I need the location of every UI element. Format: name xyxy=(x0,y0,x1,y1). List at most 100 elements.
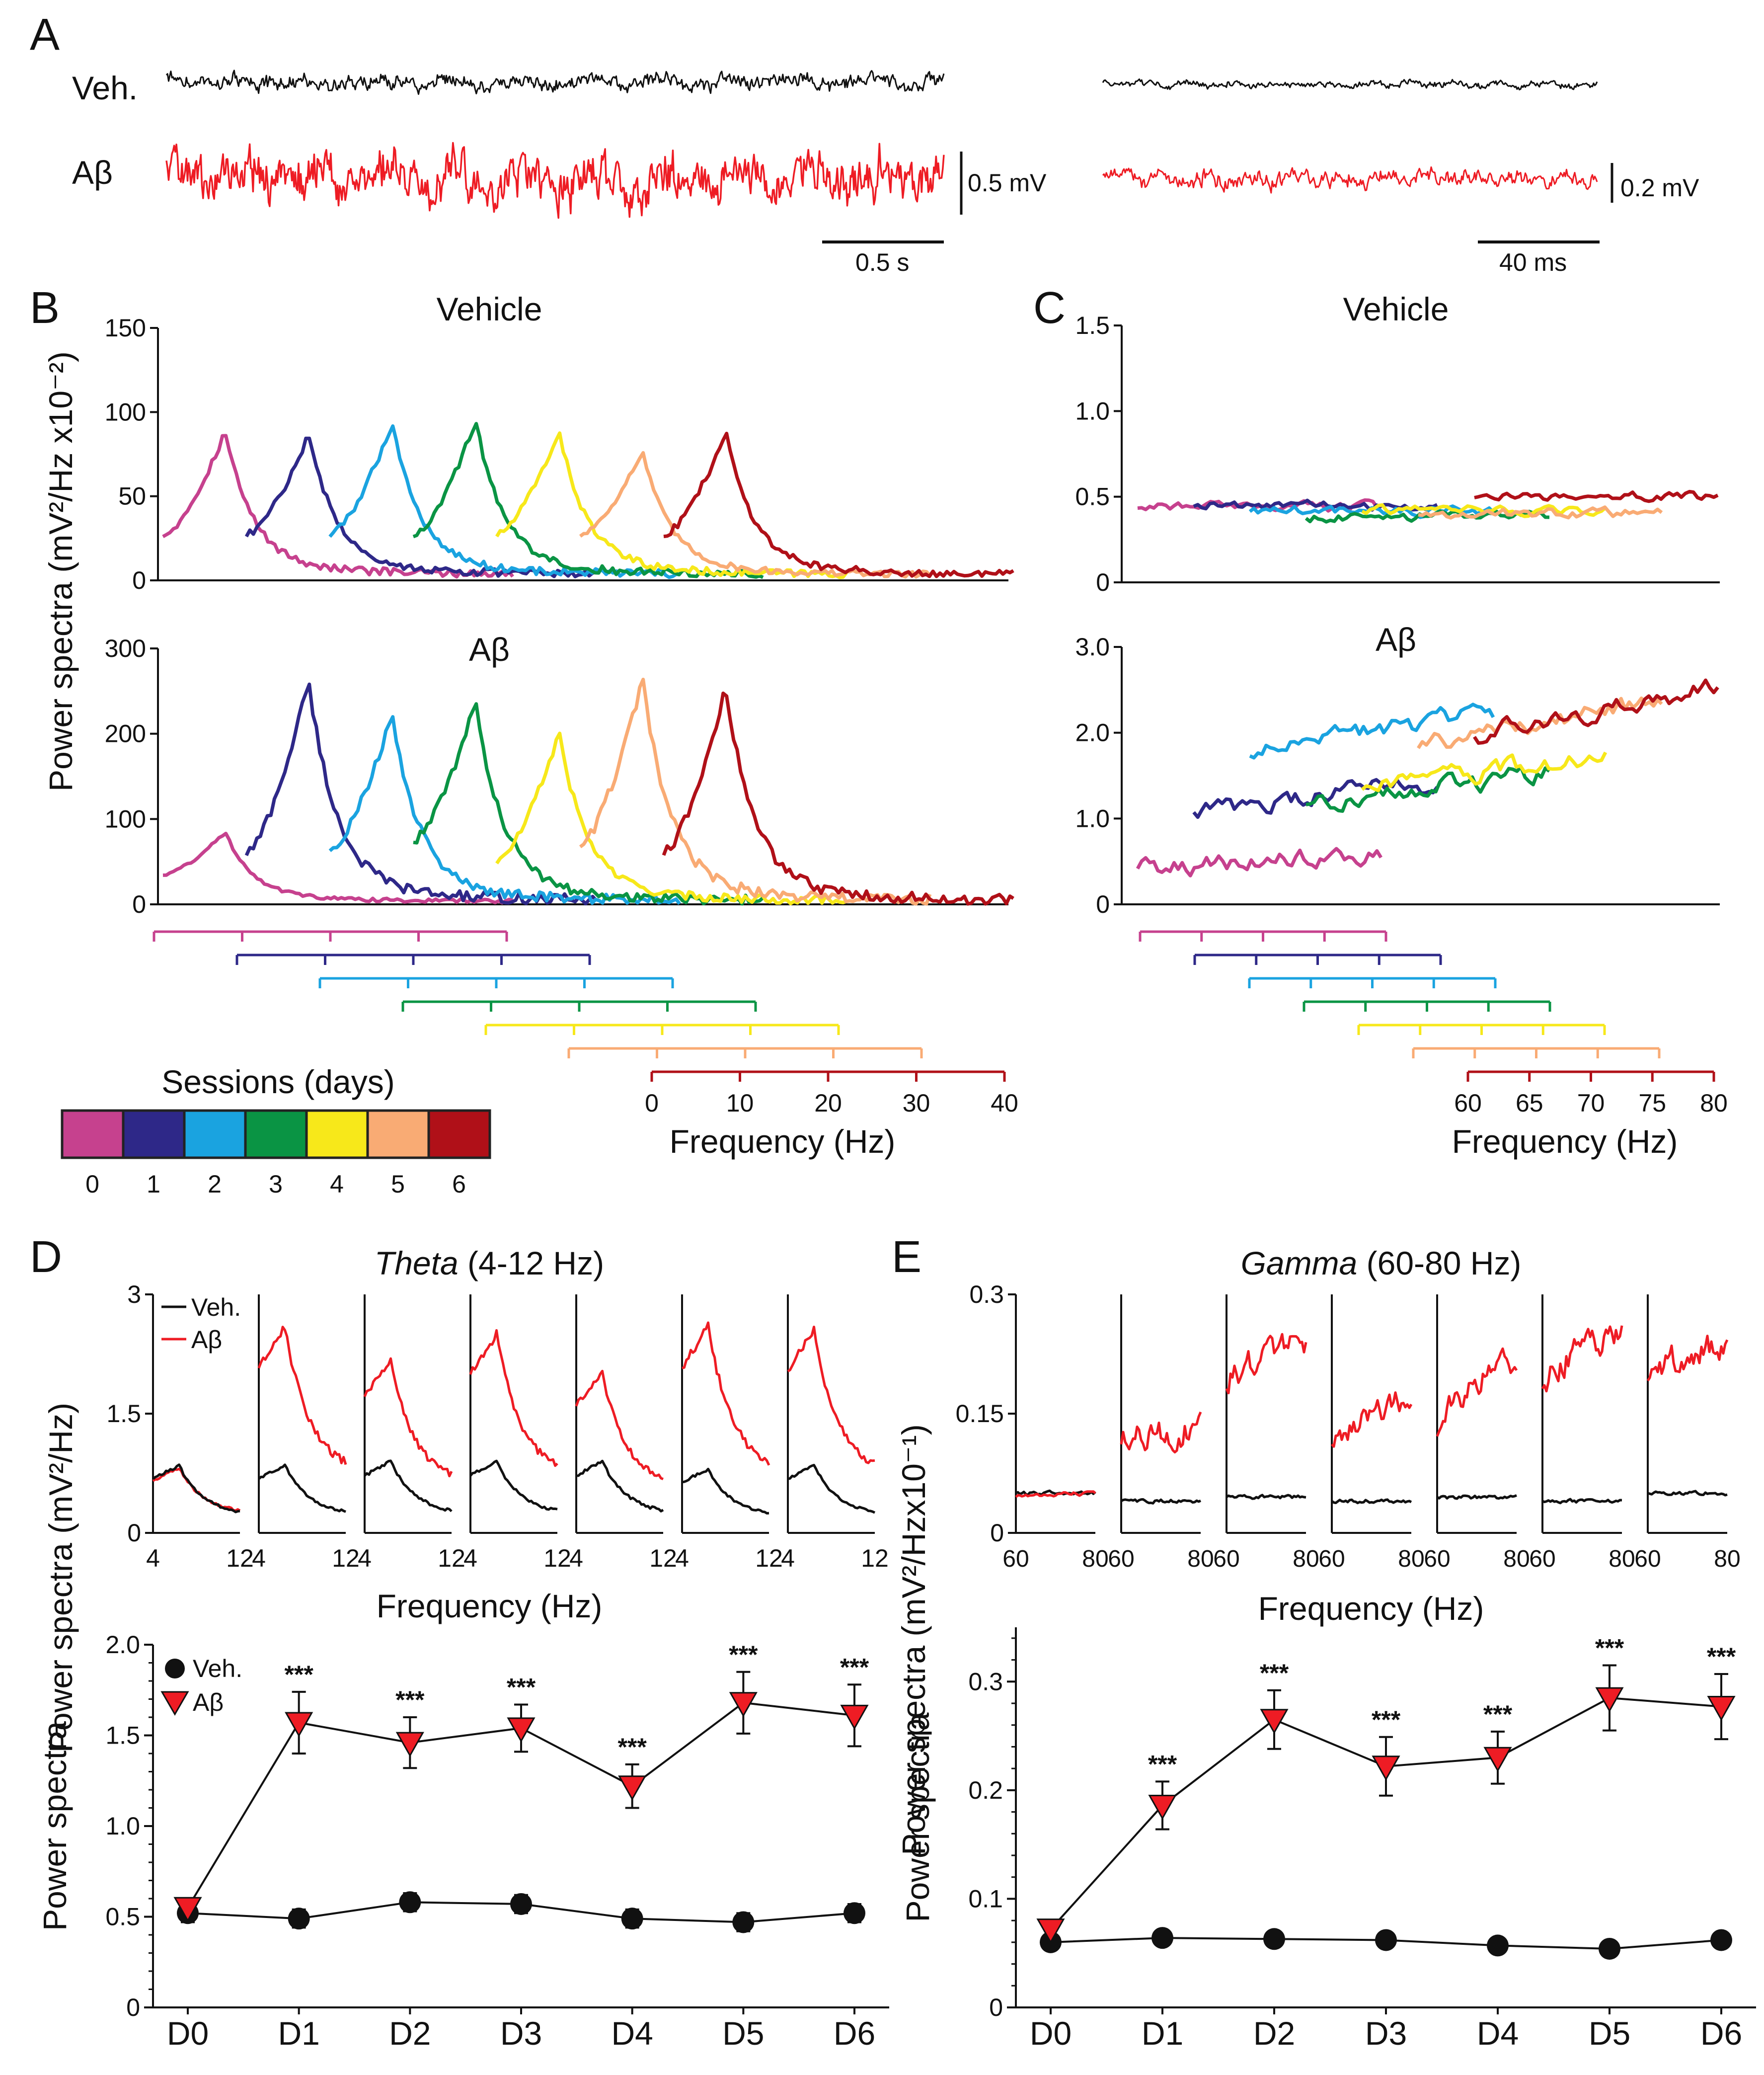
panel-e-summary-marker-vehicle xyxy=(1151,1927,1173,1949)
panel-e-title-band: Gamma xyxy=(1241,1245,1358,1281)
panel-b-0-y-tick-label: 0 xyxy=(132,566,146,594)
panel-d-summary-marker-abeta xyxy=(173,1897,202,1922)
panel-e-summary-ylabel: Power spectra xyxy=(899,1712,936,1922)
panel-d-title-range: (4-12 Hz) xyxy=(459,1245,604,1281)
legend-swatch-2 xyxy=(183,1109,247,1159)
theta-abeta-curve-3 xyxy=(469,1329,558,1467)
panel-e-summary-significance: *** xyxy=(1260,1659,1289,1687)
panel-e-summary-significance: *** xyxy=(1148,1750,1177,1778)
theta-abeta-curve-2 xyxy=(363,1357,453,1478)
theta-vehicle-curve-4 xyxy=(576,1459,664,1513)
panel-c-0-y-tick-label: 0.5 xyxy=(1075,483,1110,511)
panel-d-summary-marker-vehicle xyxy=(510,1893,532,1915)
gamma-spectrum-session-5 xyxy=(1417,696,1663,749)
lfp-traces xyxy=(165,70,1598,219)
panel-c-0-y-tick-label: 1.0 xyxy=(1075,397,1110,425)
panel-e-summary-marker-abeta xyxy=(1483,1747,1512,1772)
theta-abeta-curve-5 xyxy=(682,1321,770,1466)
panel-e-summary-marker-vehicle xyxy=(1263,1928,1285,1950)
panel-label-a: A xyxy=(30,10,60,60)
panel-e-summary-y-tick-label: 0.1 xyxy=(968,1885,1003,1913)
gamma-vehicle-curve-1 xyxy=(1120,1498,1202,1505)
panel-b-0-y-tick-label: 100 xyxy=(105,398,146,426)
spectrum-session-5 xyxy=(579,677,932,906)
panel-d-summary-x-tick-label: D4 xyxy=(611,2015,653,2052)
theta-vehicle-curve-0 xyxy=(152,1463,240,1514)
panel-d-summary-marker-vehicle xyxy=(621,1908,643,1930)
panel-b-title-abeta: Aβ xyxy=(469,631,510,668)
panel-e-summary-marker-vehicle xyxy=(1487,1934,1509,1957)
mini-x-tick-e: 60 xyxy=(1424,1546,1450,1572)
mini-x-tick-e: 60 xyxy=(1002,1546,1029,1572)
panel-e-mini-y-tick-label: 0.3 xyxy=(969,1280,1004,1308)
panel-c-x-tick-label: 80 xyxy=(1700,1089,1728,1117)
gamma-spectrum-session-3 xyxy=(1305,765,1551,813)
panel-d-summary-significance: *** xyxy=(395,1686,425,1714)
panel-c-1-y-tick-label: 1.0 xyxy=(1075,804,1110,832)
gamma-vehicle-curve-4 xyxy=(1436,1494,1517,1500)
panel-b-frequency-scales: 0 10 20 30 40 xyxy=(153,930,1018,1117)
panel-e-summary-x-tick-label: D3 xyxy=(1365,2015,1407,2052)
panel-b-1-y-tick-label: 300 xyxy=(105,635,146,662)
mini-x-tick-d: 4 xyxy=(781,1544,795,1572)
panel-e-summary-x-tick-label: D1 xyxy=(1142,2015,1183,2052)
vehicle-trace-long xyxy=(165,70,945,95)
panel-d-summary-y-tick-label: 1.0 xyxy=(105,1812,140,1840)
scalebar-label-02mv: 0.2 mV xyxy=(1620,174,1699,202)
gamma-vehicle-curve-3 xyxy=(1331,1498,1412,1505)
panel-b-abeta-plot: 0 100 200 300 xyxy=(105,635,1014,918)
spectrum-session-4 xyxy=(495,731,847,905)
mini-x-tick-d: 12 xyxy=(755,1544,783,1572)
panel-c-x-tick-label: 70 xyxy=(1577,1089,1605,1117)
gamma-vehicle-curve-6 xyxy=(1647,1490,1728,1497)
spectrum-session-2 xyxy=(328,715,681,905)
panel-c-1-y-tick-label: 3.0 xyxy=(1075,633,1110,661)
mini-x-tick-e: 60 xyxy=(1529,1546,1555,1572)
panel-b-1-y-tick-label: 200 xyxy=(105,720,146,748)
panel-d-summary-significance: *** xyxy=(507,1673,536,1701)
scalebar-label-05s: 0.5 s xyxy=(855,248,909,276)
mini-x-tick-d: 12 xyxy=(332,1544,360,1572)
spectrum-session-0 xyxy=(162,434,514,579)
legend-label-0: 0 xyxy=(85,1170,99,1198)
panel-e-summary-marker-abeta xyxy=(1260,1709,1289,1734)
panel-e-summary-marker-vehicle xyxy=(1375,1929,1397,1951)
gamma-abeta-curve-6 xyxy=(1646,1335,1729,1382)
mini-x-tick-e: 80 xyxy=(1714,1546,1740,1572)
legend-swatch-4 xyxy=(305,1109,369,1159)
panel-d-summary-significance: *** xyxy=(840,1653,869,1681)
gamma-spectrum-session-6 xyxy=(1474,489,1719,503)
mini-x-tick-d: 12 xyxy=(226,1544,254,1572)
panel-c-0-y-tick-label: 1.5 xyxy=(1075,312,1110,339)
panel-e-summary-marker-vehicle xyxy=(1599,1937,1620,1960)
panel-b-x-tick-label: 20 xyxy=(814,1089,842,1117)
panel-c-1-y-tick-label: 0 xyxy=(1096,890,1110,918)
legend-label-3: 3 xyxy=(269,1170,283,1198)
scalebar-label-05mv: 0.5 mV xyxy=(968,169,1047,197)
legend-label-5: 5 xyxy=(391,1170,405,1198)
theta-vehicle-curve-2 xyxy=(364,1459,453,1513)
panel-d-title: Theta (4-12 Hz) xyxy=(375,1245,604,1281)
panel-d-mini-y-tick-label: 3 xyxy=(127,1280,141,1308)
panel-e-summary-x-tick-label: D6 xyxy=(1700,2015,1742,2052)
panel-d-mini-y-tick-label: 1.5 xyxy=(106,1400,141,1428)
panel-b-0-y-tick-label: 150 xyxy=(105,314,146,342)
mini-x-tick-e: 80 xyxy=(1082,1546,1108,1572)
abeta-trace-long xyxy=(165,142,945,219)
mini-x-tick-d: 4 xyxy=(675,1544,689,1572)
panel-b-ylabel: Power spectra (mV²/Hz x10⁻²) xyxy=(42,351,79,792)
spectrum-session-3 xyxy=(413,702,765,906)
panel-label-d: D xyxy=(30,1232,62,1282)
panel-d-xlabel: Frequency (Hz) xyxy=(377,1588,603,1624)
panel-e-summary-y-tick-label: 0.3 xyxy=(968,1668,1003,1695)
mini-x-tick-e: 60 xyxy=(1213,1546,1239,1572)
panel-e-summary-significance: *** xyxy=(1595,1634,1624,1662)
mini-x-tick-e: 80 xyxy=(1398,1546,1424,1572)
gamma-abeta-curve-4 xyxy=(1436,1347,1518,1437)
mini-x-tick-d: 12 xyxy=(543,1544,571,1572)
panel-d-summary-marker-abeta xyxy=(285,1712,313,1737)
legend-swatch-3 xyxy=(244,1109,308,1159)
panel-d-summary-x-tick-label: D0 xyxy=(167,2015,209,2052)
panel-e-summary-marker-abeta xyxy=(1595,1687,1624,1713)
legend-label-vehicle: Veh. xyxy=(193,1655,242,1682)
